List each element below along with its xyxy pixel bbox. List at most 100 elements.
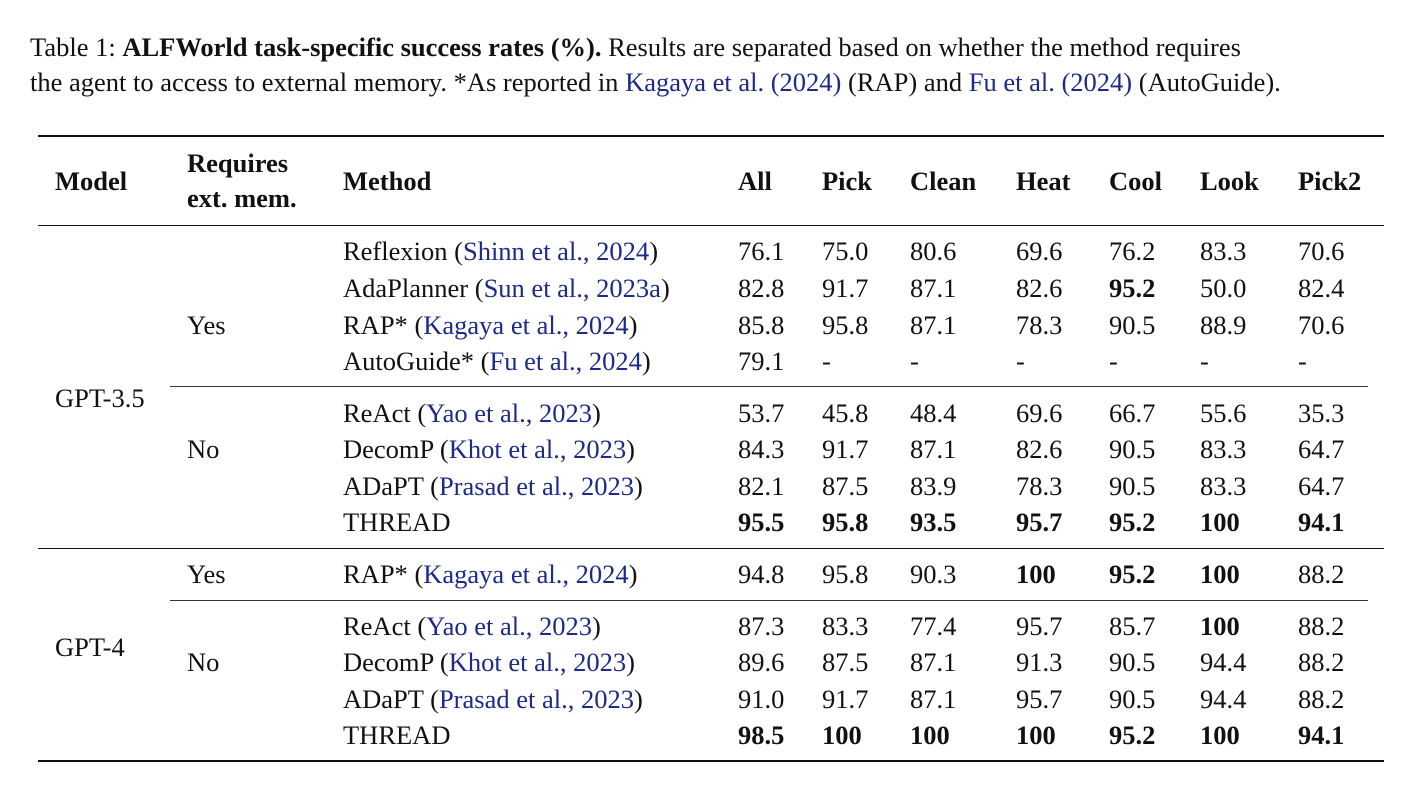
score-cell: 94.4: [1200, 684, 1247, 714]
score-cell: 87.1: [910, 310, 957, 340]
header-model: Model: [55, 166, 128, 196]
score-cell: 88.9: [1200, 310, 1247, 340]
citation-link[interactable]: Prasad et al., 2023: [438, 471, 634, 501]
score-cell: 69.6: [1016, 236, 1063, 266]
score-cell: 94.4: [1200, 647, 1247, 677]
score-cell: 91.7: [822, 434, 869, 464]
header-all: All: [738, 166, 772, 196]
score-cell: 93.5: [910, 507, 957, 537]
citation-link[interactable]: Fu et al. (2024): [968, 67, 1133, 97]
score-cell: 87.1: [910, 273, 957, 303]
method-cell: DecomP (Khot et al., 2023): [343, 434, 635, 464]
citation-link[interactable]: Prasad et al., 2023: [438, 684, 634, 714]
caption-text: the agent to access to external memory. …: [30, 67, 619, 97]
score-cell: 83.3: [1200, 471, 1247, 501]
score-cell: 100: [1200, 611, 1240, 641]
method-name: ReAct: [343, 611, 411, 641]
score-cell: 90.5: [1109, 471, 1156, 501]
caption-label: Table 1:: [30, 32, 116, 62]
citation-link[interactable]: Kagaya et al., 2024: [423, 559, 629, 589]
score-cell: 83.3: [1200, 236, 1247, 266]
score-cell: -: [910, 346, 919, 376]
citation-link[interactable]: Kagaya et al., 2024: [423, 310, 629, 340]
score-cell: 95.2: [1109, 273, 1156, 303]
score-cell: 91.3: [1016, 647, 1063, 677]
bottom-rule: [38, 760, 1384, 762]
score-cell: 95.8: [822, 310, 869, 340]
score-cell: 48.4: [910, 398, 957, 428]
caption-title: ALFWorld task-specific success rates (%)…: [122, 32, 602, 62]
score-cell: 95.2: [1109, 720, 1156, 750]
caption-line-1: Table 1: ALFWorld task-specific success …: [30, 30, 1400, 65]
score-cell: 87.1: [910, 684, 957, 714]
method-name: RAP*: [343, 310, 408, 340]
score-cell: -: [1109, 346, 1118, 376]
score-cell: 88.2: [1298, 611, 1345, 641]
score-cell: 55.6: [1200, 398, 1247, 428]
citation-link[interactable]: Kagaya et al. (2024): [625, 67, 842, 97]
score-cell: 82.8: [738, 273, 785, 303]
score-cell: 64.7: [1298, 434, 1345, 464]
score-cell: -: [822, 346, 831, 376]
method-name: THREAD: [343, 507, 451, 537]
model-label-gpt4: GPT-4: [55, 632, 125, 662]
score-cell: 95.5: [738, 507, 785, 537]
method-cell: Reflexion (Shinn et al., 2024): [343, 236, 659, 266]
header-requires: ext. mem.: [187, 183, 297, 213]
score-cell: 80.6: [910, 236, 957, 266]
header-pick: Pick: [822, 166, 873, 196]
score-cell: 75.0: [822, 236, 869, 266]
score-cell: 87.5: [822, 471, 869, 501]
citation-link[interactable]: Khot et al., 2023: [448, 647, 627, 677]
score-cell: 78.3: [1016, 471, 1063, 501]
header-requires: Requires: [187, 148, 289, 178]
score-cell: 85.7: [1109, 611, 1156, 641]
score-cell: 90.5: [1109, 434, 1156, 464]
score-cell: 100: [1200, 507, 1240, 537]
score-cell: 70.6: [1298, 310, 1345, 340]
citation-link[interactable]: Sun et al., 2023a: [483, 273, 661, 303]
score-cell: 94.8: [738, 559, 785, 589]
score-cell: 76.1: [738, 236, 785, 266]
header-heat: Heat: [1016, 166, 1071, 196]
method-name: ReAct: [343, 398, 411, 428]
score-cell: 90.5: [1109, 310, 1156, 340]
score-cell: 66.7: [1109, 398, 1156, 428]
model-divider: [38, 548, 1384, 549]
score-cell: 85.8: [738, 310, 785, 340]
score-cell: 95.7: [1016, 611, 1063, 641]
method-cell: DecomP (Khot et al., 2023): [343, 647, 635, 677]
score-cell: 69.6: [1016, 398, 1063, 428]
method-name: ADaPT: [343, 684, 424, 714]
citation-link[interactable]: Shinn et al., 2024: [462, 236, 650, 266]
caption-text: (AutoGuide).: [1138, 67, 1281, 97]
top-rule: [38, 135, 1384, 137]
requires-label-no: No: [187, 434, 220, 464]
caption-line-2: the agent to access to external memory. …: [30, 65, 1400, 100]
method-cell: AutoGuide* (Fu et al., 2024): [343, 346, 651, 376]
header-pick2: Pick2: [1298, 166, 1362, 196]
citation-link[interactable]: Yao et al., 2023: [426, 611, 593, 641]
citation-link[interactable]: Fu et al., 2024: [489, 346, 642, 376]
score-cell: 91.7: [822, 273, 869, 303]
header-look: Look: [1200, 166, 1259, 196]
score-cell: 94.1: [1298, 720, 1345, 750]
score-cell: 82.6: [1016, 434, 1063, 464]
score-cell: 87.5: [822, 647, 869, 677]
score-cell: -: [1200, 346, 1209, 376]
score-cell: 45.8: [822, 398, 869, 428]
score-cell: 95.2: [1109, 559, 1156, 589]
score-cell: 90.5: [1109, 647, 1156, 677]
method-cell: ReAct (Yao et al., 2023): [343, 398, 601, 428]
method-cell: RAP* (Kagaya et al., 2024): [343, 559, 638, 589]
caption-text: Results are separated based on whether t…: [608, 32, 1241, 62]
score-cell: 94.1: [1298, 507, 1345, 537]
score-cell: 82.6: [1016, 273, 1063, 303]
citation-link[interactable]: Khot et al., 2023: [448, 434, 627, 464]
method-name: AdaPlanner: [343, 273, 469, 303]
citation-link[interactable]: Yao et al., 2023: [426, 398, 593, 428]
requires-label-no: No: [187, 647, 220, 677]
score-cell: 87.1: [910, 647, 957, 677]
score-cell: 87.1: [910, 434, 957, 464]
method-cell: THREAD: [343, 720, 450, 750]
